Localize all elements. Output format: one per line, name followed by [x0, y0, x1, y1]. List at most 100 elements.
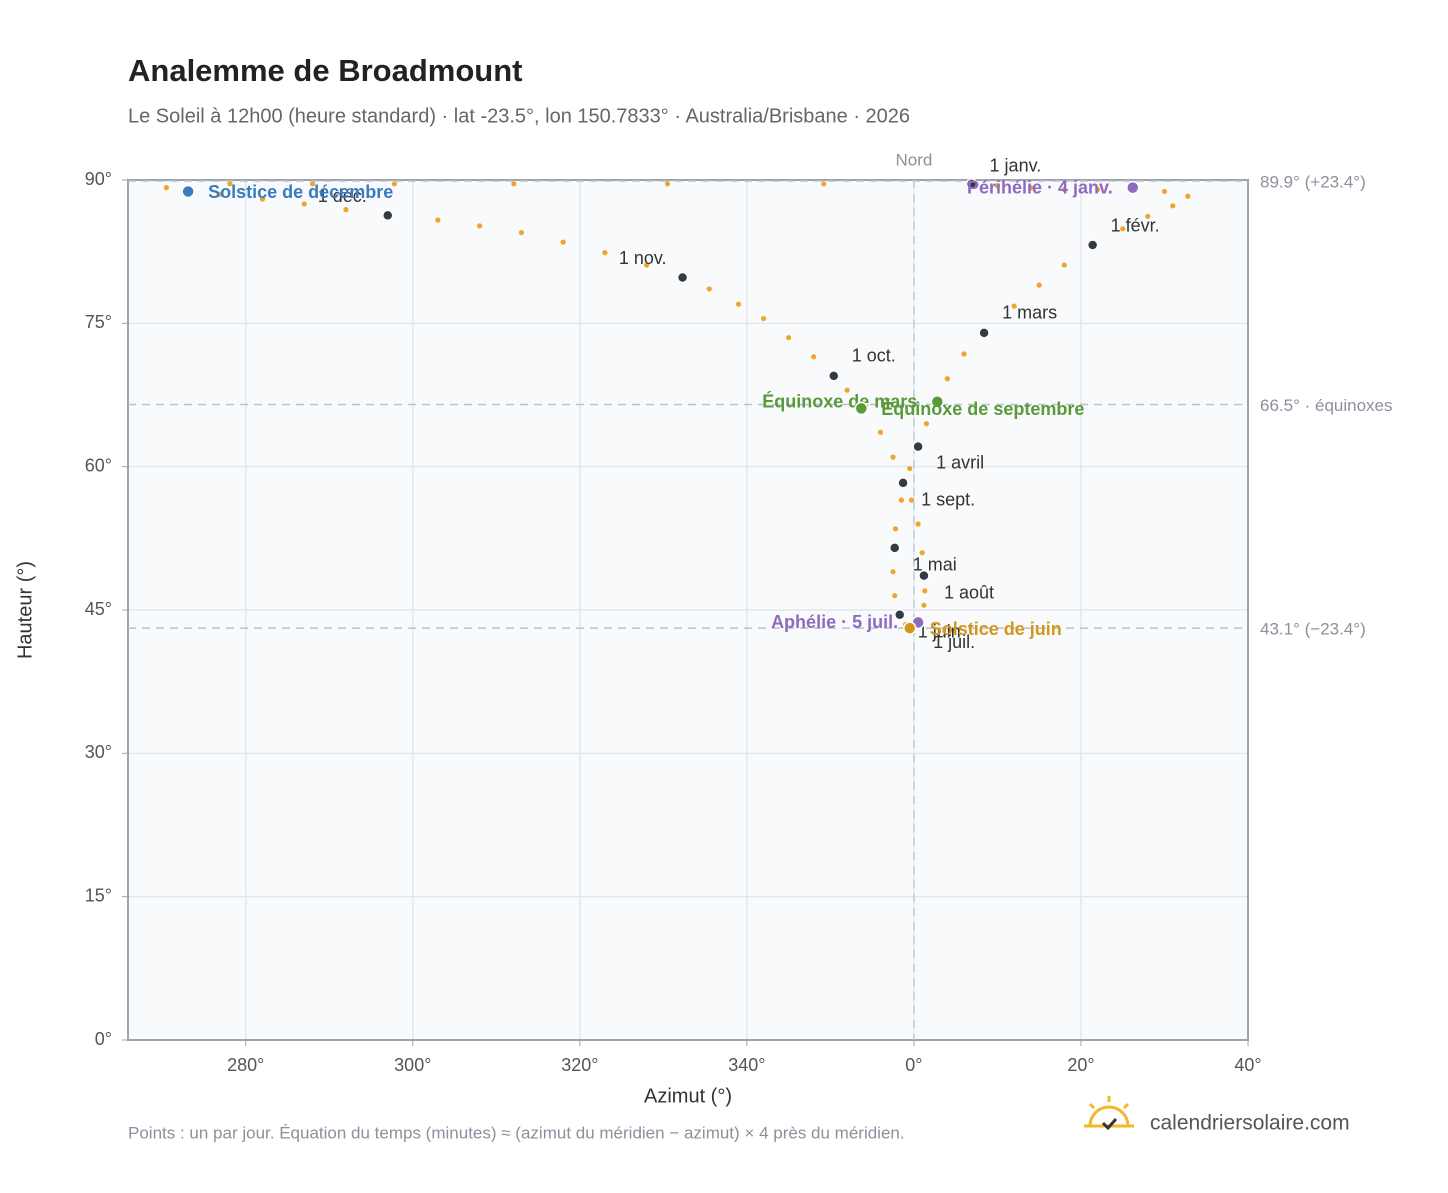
- y-axis-label: Hauteur (°): [14, 561, 36, 659]
- y-tick-label: 45°: [85, 599, 112, 619]
- day-point: [961, 351, 967, 357]
- chart-subtitle: Le Soleil à 12h00 (heure standard) · lat…: [128, 105, 910, 127]
- day-point: [1028, 185, 1034, 191]
- event-marker: [181, 184, 195, 199]
- day-point: [644, 262, 650, 268]
- event-label: Périhélie · 4 janv.: [967, 177, 1113, 197]
- day-point: [706, 286, 712, 292]
- event-label: Aphélie · 5 juil.: [771, 612, 898, 632]
- month-label: 1 nov.: [619, 248, 667, 268]
- plot-frame: [127, 179, 1249, 1041]
- x-tick-label: 0°: [905, 1055, 922, 1075]
- day-point: [844, 387, 850, 393]
- day-point: [664, 181, 671, 187]
- day-point: [227, 181, 233, 187]
- event-label: Solstice de décembre: [208, 182, 393, 202]
- month-label: 1 mars: [1002, 303, 1057, 323]
- event-label: Équinoxe de septembre: [881, 398, 1084, 419]
- x-tick-label: 280°: [227, 1055, 264, 1075]
- day-point: [477, 223, 483, 229]
- reference-label: 89.9° (+23.4°): [1260, 172, 1366, 191]
- day-point: [602, 250, 608, 256]
- day-point: [1036, 282, 1042, 288]
- x-tick-label: 300°: [394, 1055, 431, 1075]
- y-tick-label: 15°: [85, 885, 112, 905]
- day-point: [1061, 186, 1067, 193]
- month-marker: [978, 327, 990, 339]
- reference-label: 66.5° · équinoxes: [1260, 396, 1393, 415]
- day-point: [760, 315, 767, 322]
- month-label: 1 sept.: [921, 490, 975, 510]
- reference-label: 43.1° (−23.4°): [1260, 620, 1366, 639]
- y-tick-label: 60°: [85, 455, 112, 475]
- month-marker: [918, 569, 930, 582]
- day-point: [922, 588, 928, 594]
- month-label: 1 févr.: [1111, 216, 1160, 236]
- day-point: [163, 185, 170, 191]
- month-marker: [1086, 239, 1099, 251]
- month-marker: [888, 542, 901, 554]
- day-point: [892, 526, 899, 532]
- day-point: [786, 335, 792, 341]
- day-point: [890, 569, 896, 575]
- month-label: 1 juin: [918, 622, 961, 642]
- day-point: [218, 191, 224, 197]
- brand: calendriersolaire.com: [1150, 1112, 1350, 1135]
- y-tick-label: 0°: [95, 1029, 112, 1049]
- day-point: [1170, 203, 1176, 209]
- day-point: [811, 354, 817, 360]
- month-marker: [965, 178, 978, 190]
- month-marker: [381, 209, 394, 222]
- event-label: Équinoxe de mars: [762, 390, 917, 411]
- day-point: [890, 454, 896, 460]
- y-tick-label: 90°: [85, 169, 112, 189]
- day-point: [892, 593, 898, 599]
- day-point: [907, 465, 913, 472]
- event-marker: [854, 401, 869, 416]
- day-point: [919, 550, 925, 556]
- x-tick-label: 320°: [561, 1055, 598, 1075]
- event-label: Solstice de juin: [930, 619, 1062, 639]
- day-point: [301, 201, 307, 207]
- day-point: [511, 181, 517, 187]
- month-marker: [897, 477, 909, 489]
- day-point: [1145, 213, 1151, 219]
- x-tick-label: 20°: [1067, 1055, 1094, 1075]
- footnote: Points : un par jour. Équation du temps …: [128, 1123, 905, 1142]
- day-point: [1161, 188, 1168, 195]
- y-tick-label: 30°: [85, 742, 112, 762]
- month-marker: [827, 370, 840, 382]
- brand-logo: [1084, 1096, 1134, 1131]
- day-point: [1185, 193, 1191, 199]
- day-point: [343, 207, 349, 213]
- day-point: [259, 196, 266, 202]
- day-point: [735, 301, 742, 307]
- day-point: [1095, 186, 1101, 193]
- month-label: 1 déc.: [318, 186, 367, 206]
- month-label: 1 août: [944, 582, 994, 602]
- day-point: [898, 497, 904, 503]
- day-point: [877, 429, 884, 435]
- month-marker: [676, 271, 689, 284]
- day-point: [1011, 303, 1017, 309]
- month-label: 1 oct.: [852, 346, 896, 366]
- x-axis-label: Azimut (°): [644, 1085, 732, 1107]
- day-point: [994, 183, 1001, 189]
- month-marker: [912, 440, 924, 453]
- event-marker: [902, 621, 917, 635]
- day-point: [923, 421, 930, 427]
- reference-label: Nord: [895, 150, 932, 169]
- day-point: [821, 181, 827, 187]
- x-tick-label: 340°: [728, 1055, 765, 1075]
- month-label: 1 mai: [913, 555, 957, 575]
- month-label: 1 avril: [936, 452, 984, 472]
- chart-title: Analemme de Broadmount: [128, 53, 522, 88]
- event-marker: [930, 394, 945, 409]
- day-point: [560, 239, 566, 245]
- day-point: [944, 376, 950, 382]
- month-label: 1 janv.: [990, 156, 1042, 176]
- day-point: [391, 181, 398, 187]
- day-point: [908, 497, 915, 503]
- day-point: [518, 229, 524, 236]
